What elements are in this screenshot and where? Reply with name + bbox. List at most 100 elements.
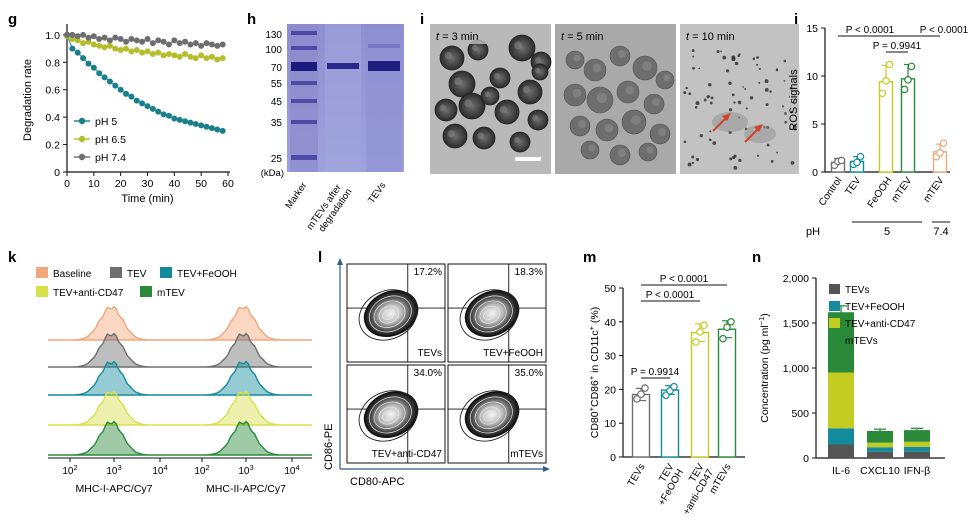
tem-fragment-10min	[758, 67, 761, 70]
tem-particle-5min-texture	[604, 123, 614, 133]
tem-particle-5min-texture	[596, 92, 608, 104]
m-ylabel-part: CD80	[589, 411, 601, 438]
tem-particle-3min-texture	[535, 68, 540, 73]
tem-particle-3min-texture	[535, 57, 541, 63]
k-xlabel: MHC-II-APC/Cy7	[206, 483, 286, 495]
l-density-contour	[474, 401, 507, 429]
g-x-tick-label: 30	[142, 178, 154, 190]
tem-debris-10min	[744, 125, 776, 143]
tem-particle-3min	[517, 79, 543, 105]
g-point-0	[112, 82, 119, 89]
j-data-point	[885, 60, 894, 69]
g-point-0	[101, 74, 108, 81]
m-y-tick-label: 50	[604, 283, 616, 295]
tem-fragment-10min	[790, 110, 793, 113]
g-legend-label: pH 6.5	[95, 134, 126, 146]
gel-unit-label: (kDa)	[261, 168, 284, 179]
tem-particle-3min	[509, 131, 531, 153]
m-y-tick-label: 30	[604, 351, 616, 363]
k-tick-base: 10	[238, 466, 250, 477]
panel-i-tem-images: t = 3 min t = 5 min t = 10 min	[430, 24, 799, 174]
gel-band-marker-130	[291, 31, 317, 35]
tem-fragment-10min	[752, 57, 756, 60]
g-point-2	[106, 37, 113, 44]
g-point-1	[203, 55, 210, 62]
j-y-tick-label: 15	[806, 23, 818, 35]
g-point-2	[165, 41, 172, 48]
n-y-tick-label: 1,500	[783, 318, 809, 330]
l-gate-percent: 17.2%	[414, 267, 442, 278]
g-point-0	[149, 105, 156, 112]
gel-band-lane3	[368, 61, 400, 71]
j-annotation: P < 0.0001	[920, 25, 969, 36]
tem-particle-5min-texture	[646, 146, 654, 154]
tem-particle-3min	[508, 34, 536, 62]
g-point-1	[192, 55, 199, 62]
tem-fragment-10min	[728, 108, 733, 112]
j-category-label: mTEV	[922, 175, 947, 204]
m-y-tick-label: 40	[604, 317, 616, 329]
g-point-2	[219, 41, 226, 48]
j-ph-group: 5	[884, 226, 890, 238]
l-density-contour	[479, 406, 501, 425]
k-x-tick-label: 102	[194, 463, 209, 477]
j-data-point	[900, 85, 909, 94]
m-data-point	[637, 390, 645, 398]
tem-fragment-10min	[692, 66, 695, 70]
n-stack-segment	[828, 444, 854, 458]
m-category-label: TEVs	[626, 462, 648, 489]
k-histogram	[180, 420, 312, 456]
m-bar	[631, 393, 651, 458]
g-point-1	[208, 53, 215, 60]
tem-fragment-10min	[712, 141, 717, 145]
g-point-2	[144, 35, 151, 42]
l-outer-contour	[358, 390, 418, 442]
g-point-2	[192, 40, 199, 47]
g-point-2	[128, 35, 135, 42]
tem-fragment-10min	[691, 161, 695, 164]
gel-band-marker-25	[291, 155, 317, 160]
g-point-2	[96, 35, 103, 42]
m-data-point	[670, 382, 678, 391]
n-legend-swatch	[829, 318, 840, 328]
tem-particle-3min	[442, 123, 468, 149]
g-point-0	[90, 64, 97, 71]
tem-particle-3min-texture	[494, 73, 500, 79]
n-stack-segment	[867, 431, 893, 443]
g-point-2	[64, 31, 70, 38]
k-legend-label: TEV+anti-CD47	[53, 288, 124, 299]
l-outer-contour	[459, 390, 519, 442]
n-stack-segment	[828, 372, 854, 429]
g-point-1	[80, 40, 87, 47]
tem-particle-3min-texture	[454, 77, 462, 86]
n-y-tick-label: 1,000	[783, 363, 809, 375]
tem-particle-3min	[458, 92, 486, 120]
l-density-contour	[382, 309, 395, 321]
tem-particle-5min-texture	[625, 85, 635, 95]
j-category-label: TEV	[843, 175, 863, 198]
g-point-2	[117, 35, 124, 42]
j-y-tick-label: 0	[812, 167, 818, 179]
l-plot-label: mTEVs	[510, 449, 543, 460]
tem-fragment-10min	[688, 92, 692, 96]
k-tick-base: 10	[152, 466, 164, 477]
tem-title-3min: t = 3 min	[436, 31, 479, 43]
tem-particle-3min-texture	[484, 91, 490, 97]
tem-fragment-10min	[695, 101, 700, 106]
gel-marker-label: 35	[271, 118, 283, 129]
panel-label-m: m	[583, 249, 596, 266]
g-point-1	[139, 49, 146, 56]
j-data-point	[856, 152, 865, 161]
n-category-label: IFN-β	[904, 465, 930, 477]
n-stack-segment	[867, 451, 893, 458]
gel-lane-label-marker: Marker	[283, 180, 309, 211]
l-density-contour	[474, 300, 507, 328]
l-gate-percent: 35.0%	[515, 368, 543, 379]
gel-lane-3	[366, 24, 402, 172]
n-ylabel: Concentration (pg ml−1)	[757, 313, 771, 423]
tem-title-bg-3	[682, 27, 752, 44]
gel-band-marker-70	[291, 62, 317, 71]
panel-h-gel: 130 100 70 55 45 35 25 (kDa) Marker mTEVs afte…	[261, 24, 404, 234]
tem-fragment-10min	[708, 138, 712, 141]
